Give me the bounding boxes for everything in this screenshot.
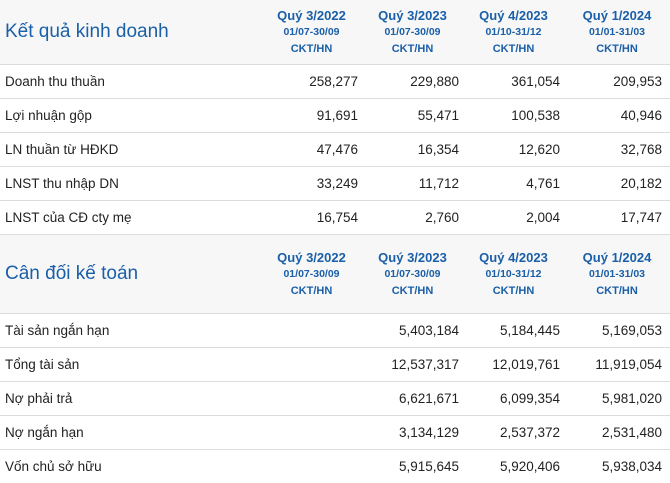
table-row: Vốn chủ sở hữu 5,915,645 5,920,406 5,938…: [0, 449, 670, 483]
row-label: LNST của CĐ cty mẹ: [5, 210, 132, 225]
row-label: LN thuần từ HĐKD: [5, 142, 119, 157]
income-section: Kết quả kinh doanh Quý 3/2022 01/07-30/0…: [0, 0, 670, 234]
balance-header: Cân đối kế toán Quý 3/2022 01/07-30/09 C…: [0, 234, 670, 313]
col-quarter: Quý 4/2023: [479, 7, 548, 23]
cell-value: 16,354: [417, 142, 459, 157]
cell-value: 55,471: [417, 108, 459, 123]
col-range: 01/01-31/03: [588, 267, 646, 280]
cell-value: 12,537,317: [391, 357, 459, 372]
cell-value: 11,712: [418, 176, 459, 191]
col-type: CKT/HN: [492, 42, 535, 55]
cell-value: 33,249: [316, 176, 358, 191]
table-row: Nợ ngắn hạn 3,134,129 2,537,372 2,531,48…: [0, 415, 670, 449]
col-type: CKT/HN: [391, 284, 434, 297]
cell-value: 3,134,129: [398, 425, 459, 440]
col-quarter: Quý 3/2022: [277, 7, 346, 23]
col-type: CKT/HN: [492, 284, 535, 297]
cell-value: 229,880: [410, 74, 459, 89]
col-type: CKT/HN: [290, 284, 333, 297]
row-label: Nợ phải trả: [5, 391, 73, 406]
col-range: 01/10-31/12: [485, 25, 542, 38]
table-row: Tổng tài sản 12,537,317 12,019,761 11,91…: [0, 347, 670, 381]
col-range: 01/10-31/12: [485, 267, 542, 280]
col-type: CKT/HN: [596, 284, 638, 297]
balance-title: Cân đối kế toán: [5, 263, 139, 284]
cell-value: 4,761: [526, 176, 560, 191]
row-label: Nợ ngắn hạn: [5, 425, 84, 440]
income-col-4[interactable]: Quý 1/2024 01/01-31/03 CKT/HN: [564, 7, 670, 58]
col-range: 01/07-30/09: [283, 267, 340, 280]
row-label: Doanh thu thuần: [5, 74, 105, 89]
col-quarter: Quý 1/2024: [582, 249, 652, 265]
col-quarter: Quý 3/2023: [378, 249, 447, 265]
income-col-2[interactable]: Quý 3/2023 01/07-30/09 CKT/HN: [362, 7, 463, 58]
cell-value: 47,476: [316, 142, 358, 157]
cell-value: 20,182: [620, 176, 662, 191]
col-type: CKT/HN: [596, 42, 638, 55]
cell-value: 5,915,645: [398, 459, 459, 474]
cell-value: 2,004: [526, 210, 560, 225]
row-label: Lợi nhuận gộp: [5, 108, 92, 123]
cell-value: 91,691: [316, 108, 358, 123]
cell-value: 5,184,445: [499, 323, 560, 338]
table-row: Lợi nhuận gộp 91,691 55,471 100,538 40,9…: [0, 98, 670, 132]
cell-value: 6,099,354: [499, 391, 560, 406]
cell-value: 2,760: [425, 210, 459, 225]
col-type: CKT/HN: [290, 42, 333, 55]
balance-col-1[interactable]: Quý 3/2022 01/07-30/09 CKT/HN: [261, 249, 362, 300]
income-col-1[interactable]: Quý 3/2022 01/07-30/09 CKT/HN: [261, 7, 362, 58]
cell-value: 40,946: [620, 108, 662, 123]
row-label: Vốn chủ sở hữu: [5, 459, 102, 474]
cell-value: 17,747: [620, 210, 662, 225]
income-header: Kết quả kinh doanh Quý 3/2022 01/07-30/0…: [0, 0, 670, 64]
cell-value: 32,768: [620, 142, 662, 157]
cell-value: 258,277: [309, 74, 358, 89]
cell-value: 12,019,761: [492, 357, 560, 372]
col-type: CKT/HN: [391, 42, 434, 55]
cell-value: 5,403,184: [398, 323, 459, 338]
row-label: LNST thu nhập DN: [5, 176, 119, 191]
cell-value: 6,621,671: [398, 391, 459, 406]
table-row: Nợ phải trả 6,621,671 6,099,354 5,981,02…: [0, 381, 670, 415]
col-quarter: Quý 1/2024: [582, 7, 652, 23]
balance-section: Cân đối kế toán Quý 3/2022 01/07-30/09 C…: [0, 234, 670, 483]
row-label: Tài sản ngắn hạn: [5, 323, 110, 338]
cell-value: 5,920,406: [499, 459, 560, 474]
cell-value: 5,938,034: [601, 459, 662, 474]
table-row: Tài sản ngắn hạn 5,403,184 5,184,445 5,1…: [0, 313, 670, 347]
col-range: 01/01-31/03: [588, 25, 646, 38]
balance-col-2[interactable]: Quý 3/2023 01/07-30/09 CKT/HN: [362, 249, 463, 300]
table-row: LNST thu nhập DN 33,249 11,712 4,761 20,…: [0, 166, 670, 200]
cell-value: 5,981,020: [601, 391, 662, 406]
cell-value: 209,953: [613, 74, 662, 89]
income-col-3[interactable]: Quý 4/2023 01/10-31/12 CKT/HN: [463, 7, 564, 58]
col-quarter: Quý 3/2022: [277, 249, 346, 265]
balance-col-3[interactable]: Quý 4/2023 01/10-31/12 CKT/HN: [463, 249, 564, 300]
cell-value: 11,919,054: [595, 357, 662, 372]
cell-value: 100,538: [511, 108, 560, 123]
cell-value: 5,169,053: [601, 323, 662, 338]
col-range: 01/07-30/09: [283, 25, 340, 38]
cell-value: 2,531,480: [601, 425, 662, 440]
table-row: Doanh thu thuần 258,277 229,880 361,054 …: [0, 64, 670, 98]
row-label: Tổng tài sản: [5, 357, 80, 372]
balance-col-4[interactable]: Quý 1/2024 01/01-31/03 CKT/HN: [564, 249, 670, 300]
table-row: LN thuần từ HĐKD 47,476 16,354 12,620 32…: [0, 132, 670, 166]
table-row: LNST của CĐ cty mẹ 16,754 2,760 2,004 17…: [0, 200, 670, 234]
cell-value: 361,054: [511, 74, 560, 89]
col-range: 01/07-30/09: [384, 25, 441, 38]
cell-value: 16,754: [316, 210, 358, 225]
cell-value: 12,620: [518, 142, 560, 157]
col-quarter: Quý 3/2023: [378, 7, 447, 23]
cell-value: 2,537,372: [499, 425, 560, 440]
col-quarter: Quý 4/2023: [479, 249, 548, 265]
col-range: 01/07-30/09: [384, 267, 441, 280]
income-title: Kết quả kinh doanh: [5, 21, 169, 42]
